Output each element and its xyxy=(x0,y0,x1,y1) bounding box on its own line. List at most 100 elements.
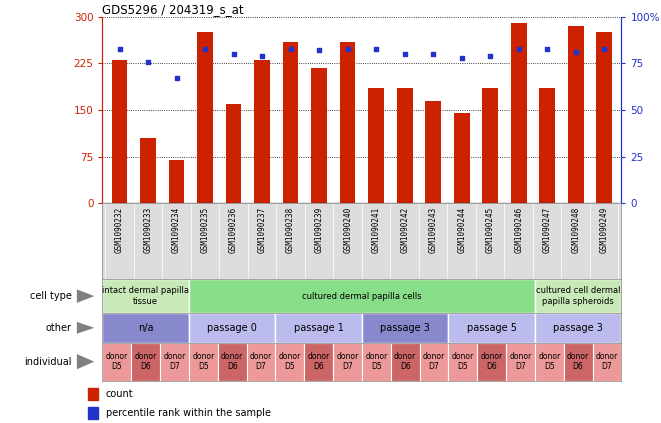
Text: donor
D6: donor D6 xyxy=(135,352,157,371)
Bar xyxy=(169,159,184,203)
Point xyxy=(257,52,268,59)
Bar xyxy=(189,343,217,381)
Point xyxy=(514,45,524,52)
Bar xyxy=(189,313,276,343)
Polygon shape xyxy=(77,354,95,369)
Bar xyxy=(391,343,420,381)
Point xyxy=(456,55,467,61)
Text: donor
D7: donor D7 xyxy=(510,352,531,371)
Polygon shape xyxy=(77,289,95,303)
Text: donor
D6: donor D6 xyxy=(307,352,330,371)
Bar xyxy=(140,138,156,203)
Text: GSM1090243: GSM1090243 xyxy=(429,207,438,253)
Bar xyxy=(362,343,391,381)
Text: GSM1090239: GSM1090239 xyxy=(315,207,324,253)
Bar xyxy=(592,343,621,381)
Point xyxy=(428,51,438,58)
Text: GSM1090234: GSM1090234 xyxy=(172,207,181,253)
Polygon shape xyxy=(77,322,95,334)
Bar xyxy=(87,407,98,419)
Bar xyxy=(362,313,448,343)
Bar xyxy=(535,279,621,313)
Bar xyxy=(564,343,592,381)
Bar xyxy=(397,88,412,203)
Text: donor
D5: donor D5 xyxy=(365,352,387,371)
Text: GSM1090240: GSM1090240 xyxy=(343,207,352,253)
Bar xyxy=(160,343,189,381)
Text: GSM1090238: GSM1090238 xyxy=(286,207,295,253)
Bar xyxy=(535,313,621,343)
Bar xyxy=(102,343,132,381)
Bar xyxy=(102,279,189,313)
Point xyxy=(171,75,182,82)
Bar xyxy=(454,113,469,203)
Text: GSM1090242: GSM1090242 xyxy=(400,207,409,253)
Point xyxy=(371,45,381,52)
Text: n/a: n/a xyxy=(138,323,153,333)
Point xyxy=(399,51,410,58)
Bar xyxy=(276,313,362,343)
Text: GSM1090248: GSM1090248 xyxy=(571,207,580,253)
Text: GSM1090247: GSM1090247 xyxy=(543,207,552,253)
Bar xyxy=(254,60,270,203)
Bar xyxy=(568,26,584,203)
Bar xyxy=(311,68,327,203)
Text: GSM1090236: GSM1090236 xyxy=(229,207,238,253)
Bar xyxy=(506,343,535,381)
Text: cell type: cell type xyxy=(30,291,71,301)
Bar xyxy=(112,60,128,203)
Text: donor
D6: donor D6 xyxy=(221,352,243,371)
Text: donor
D7: donor D7 xyxy=(250,352,272,371)
Text: percentile rank within the sample: percentile rank within the sample xyxy=(106,408,271,418)
Text: count: count xyxy=(106,389,134,399)
Text: GSM1090235: GSM1090235 xyxy=(200,207,210,253)
Point xyxy=(485,52,496,59)
Bar xyxy=(511,23,527,203)
Bar xyxy=(368,88,384,203)
Point xyxy=(542,45,553,52)
Bar xyxy=(217,343,247,381)
Text: donor
D6: donor D6 xyxy=(567,352,589,371)
Text: passage 1: passage 1 xyxy=(293,323,344,333)
Bar xyxy=(425,101,441,203)
Text: GSM1090233: GSM1090233 xyxy=(143,207,153,253)
Text: GSM1090249: GSM1090249 xyxy=(600,207,609,253)
Text: donor
D5: donor D5 xyxy=(106,352,128,371)
Point xyxy=(599,45,609,52)
Bar xyxy=(535,343,564,381)
Bar xyxy=(596,33,612,203)
Point xyxy=(228,51,239,58)
Text: GSM1090241: GSM1090241 xyxy=(371,207,381,253)
Point xyxy=(286,45,296,52)
Text: other: other xyxy=(46,323,71,333)
Bar xyxy=(247,343,276,381)
Text: cultured cell dermal
papilla spheroids: cultured cell dermal papilla spheroids xyxy=(536,286,621,306)
Point xyxy=(342,45,353,52)
Point xyxy=(114,45,125,52)
Bar xyxy=(276,343,304,381)
Text: donor
D7: donor D7 xyxy=(163,352,186,371)
Text: donor
D5: donor D5 xyxy=(538,352,561,371)
Text: donor
D6: donor D6 xyxy=(394,352,416,371)
Text: passage 3: passage 3 xyxy=(380,323,430,333)
Bar xyxy=(483,88,498,203)
Text: cultured dermal papilla cells: cultured dermal papilla cells xyxy=(302,291,422,301)
Bar xyxy=(304,343,333,381)
Text: passage 0: passage 0 xyxy=(208,323,257,333)
Text: GSM1090237: GSM1090237 xyxy=(258,207,266,253)
Text: passage 5: passage 5 xyxy=(467,323,517,333)
Bar xyxy=(539,88,555,203)
Bar xyxy=(340,42,356,203)
Point xyxy=(200,45,210,52)
Text: GSM1090246: GSM1090246 xyxy=(514,207,524,253)
Text: donor
D5: donor D5 xyxy=(192,352,214,371)
Bar xyxy=(189,279,535,313)
Text: GSM1090245: GSM1090245 xyxy=(486,207,494,253)
Bar xyxy=(283,42,299,203)
Bar xyxy=(333,343,362,381)
Bar xyxy=(448,343,477,381)
Bar xyxy=(420,343,448,381)
Text: donor
D7: donor D7 xyxy=(336,352,359,371)
Bar xyxy=(448,313,535,343)
Text: donor
D7: donor D7 xyxy=(423,352,445,371)
